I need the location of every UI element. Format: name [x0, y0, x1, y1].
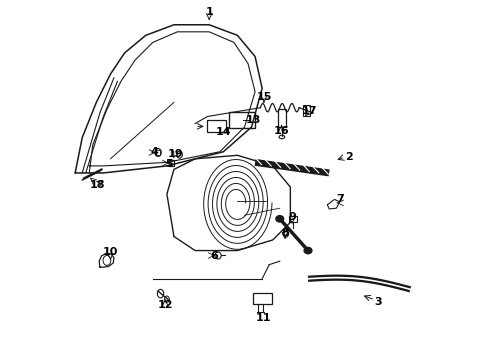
Text: 15: 15 [256, 92, 271, 102]
Ellipse shape [275, 216, 283, 222]
Text: 17: 17 [302, 106, 317, 116]
Text: 19: 19 [167, 149, 183, 158]
Bar [253, 293, 271, 304]
Text: 11: 11 [256, 312, 271, 323]
Text: 6: 6 [210, 251, 218, 261]
Bar [156, 150, 160, 154]
Text: 4: 4 [150, 147, 158, 157]
Text: 18: 18 [89, 180, 104, 190]
Text: 12: 12 [157, 300, 173, 310]
Text: 1: 1 [205, 8, 213, 17]
Text: 16: 16 [273, 126, 289, 136]
Text: 8: 8 [281, 228, 288, 238]
Bar [169, 160, 174, 166]
Text: 5: 5 [164, 159, 172, 169]
Text: 13: 13 [245, 115, 261, 125]
Text: 14: 14 [215, 127, 231, 138]
Text: 2: 2 [344, 152, 352, 162]
Text: 7: 7 [335, 194, 343, 204]
Text: 10: 10 [102, 247, 118, 257]
Ellipse shape [304, 247, 311, 254]
Text: 3: 3 [374, 297, 382, 307]
Text: 9: 9 [287, 212, 295, 222]
